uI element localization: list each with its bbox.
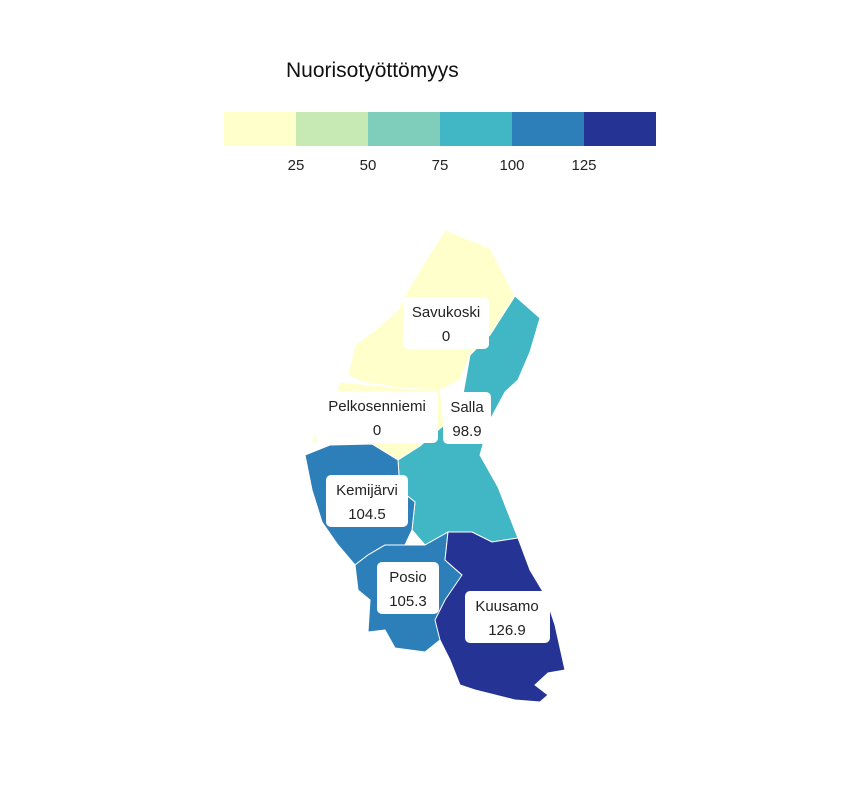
legend-ticks: 25 50 75 100 125 bbox=[288, 157, 597, 174]
region-name: Kemijärvi bbox=[336, 482, 398, 499]
legend-tick-label: 100 bbox=[499, 157, 524, 174]
legend-swatch-2 bbox=[296, 112, 368, 146]
region-name: Pelkosenniemi bbox=[328, 398, 426, 415]
region-value: 0 bbox=[442, 328, 450, 345]
legend-swatch-4 bbox=[440, 112, 512, 146]
label-box bbox=[326, 475, 408, 527]
region-value: 126.9 bbox=[488, 622, 526, 639]
label-box bbox=[403, 297, 489, 349]
label-kemijarvi: Kemijärvi 104.5 bbox=[326, 475, 408, 527]
legend-tick-label: 25 bbox=[288, 157, 305, 174]
region-value: 98.9 bbox=[452, 423, 481, 440]
legend-tick-label: 75 bbox=[432, 157, 449, 174]
region-name: Salla bbox=[450, 399, 484, 416]
label-box bbox=[377, 562, 439, 614]
legend-title: Nuorisotyöttömyys bbox=[286, 59, 459, 82]
legend: Nuorisotyöttömyys 25 50 75 100 125 bbox=[224, 59, 656, 174]
region-value: 105.3 bbox=[389, 593, 427, 610]
label-salla: Salla 98.9 bbox=[443, 392, 491, 444]
legend-swatch-3 bbox=[368, 112, 440, 146]
legend-swatch-6 bbox=[584, 112, 656, 146]
region-value: 0 bbox=[373, 422, 381, 439]
legend-tick-label: 125 bbox=[571, 157, 596, 174]
region-value: 104.5 bbox=[348, 506, 386, 523]
label-box bbox=[316, 391, 438, 443]
region-name: Kuusamo bbox=[475, 598, 538, 615]
region-name: Savukoski bbox=[412, 304, 480, 321]
legend-swatch-5 bbox=[512, 112, 584, 146]
label-kuusamo: Kuusamo 126.9 bbox=[465, 591, 550, 643]
region-labels: Savukoski 0 Pelkosenniemi 0 Salla 98.9 K… bbox=[316, 297, 550, 643]
label-pelkosenniemi: Pelkosenniemi 0 bbox=[316, 391, 438, 443]
legend-color-bar bbox=[224, 112, 656, 146]
label-box bbox=[443, 392, 491, 444]
label-savukoski: Savukoski 0 bbox=[403, 297, 489, 349]
region-name: Posio bbox=[389, 569, 427, 586]
legend-tick-label: 50 bbox=[360, 157, 377, 174]
label-box bbox=[465, 591, 550, 643]
legend-swatch-1 bbox=[224, 112, 296, 146]
label-posio: Posio 105.3 bbox=[377, 562, 439, 614]
